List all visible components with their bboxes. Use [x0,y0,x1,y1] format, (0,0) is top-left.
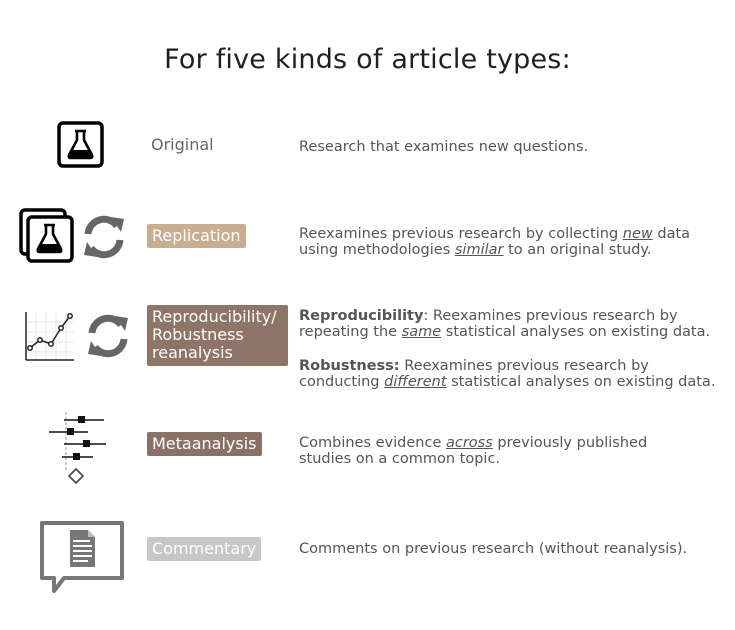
page-title: For five kinds of article types: [164,44,571,75]
reproducibility-desc-line2: repeating the same statistical analyses … [299,324,710,340]
reproducibility-desc-text: : Reexamines previous research by [423,308,678,324]
reproducibility-label: Reproducibility/ Robustness reanalysis [147,305,288,366]
robustness-desc-text: statistical analyses on existing data. [446,374,716,390]
robustness-term: Robustness: [299,358,400,374]
replication-desc-text: using methodologies [299,242,455,258]
replication-desc-emphasis: similar [454,242,504,258]
original-label: Original [151,135,214,154]
robustness-desc-line1: Robustness: Reexamines previous research… [299,358,715,374]
replication-description: Reexamines previous research by collecti… [299,226,690,258]
robustness-desc-text: Reexamines previous research by [399,358,649,374]
metaanalysis-desc-emphasis: across [445,435,493,451]
replication-desc-line1: Reexamines previous research by collecti… [299,226,690,242]
refresh-icon [84,215,124,259]
robustness-desc-text: conducting [299,374,385,390]
reproducibility-desc-text: repeating the [299,324,402,340]
commentary-desc-text: Comments on previous research (without r… [299,541,688,557]
replication-label: Replication [147,224,246,248]
reproducibility-desc-line1: Reproducibility: Reexamines previous res… [299,308,710,324]
metaanalysis-desc-line1: Combines evidence across previously publ… [299,435,647,451]
reproducibility-label-line: reanalysis [152,343,233,362]
comment-document-icon [40,521,124,593]
refresh-icon [88,314,128,358]
metaanalysis-desc-text: previously published [492,435,648,451]
robustness-desc-emphasis: different [384,374,447,390]
metaanalysis-description: Combines evidence across previously publ… [299,435,647,467]
reproducibility-desc-text: statistical analyses on existing data. [441,324,711,340]
original-desc-text: Research that examines new questions. [299,139,589,155]
line-chart-icon [25,312,74,361]
flask-icon [57,121,104,168]
forest-plot-icon [49,412,106,485]
robustness-desc-line2: conducting different statistical analyse… [299,374,715,390]
replication-desc-emphasis: new [622,226,653,242]
reproducibility-label-line: Reproducibility/ [152,307,277,326]
replication-desc-text: Reexamines previous research by collecti… [299,226,623,242]
robustness-description: Robustness: Reexamines previous research… [299,358,715,390]
replication-desc-line2: using methodologies similar to an origin… [299,242,690,258]
reproducibility-description: Reproducibility: Reexamines previous res… [299,308,710,340]
original-description: Research that examines new questions. [299,139,588,155]
commentary-label: Commentary [147,537,262,561]
metaanalysis-desc-line2: studies on a common topic. [299,451,501,467]
metaanalysis-label: Metaanalysis [147,432,262,456]
replication-desc-text: data [652,226,691,242]
commentary-description: Comments on previous research (without r… [299,541,687,557]
reproducibility-label-line: Robustness [152,325,244,344]
reproducibility-desc-emphasis: same [401,324,442,340]
metaanalysis-desc-text: Combines evidence [299,435,446,451]
replication-desc-text: to an original study. [503,242,652,258]
stacked-flask-icon [19,208,74,263]
reproducibility-term: Reproducibility [299,308,424,324]
